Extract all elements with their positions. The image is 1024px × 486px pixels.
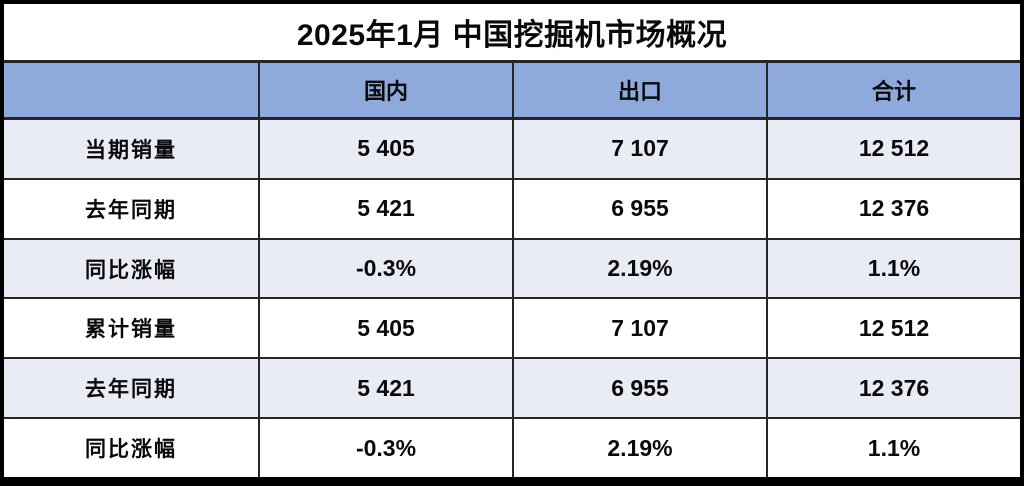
value-cell-export: 6 955 [512,179,766,238]
value-cell-total: 12 512 [766,120,1020,178]
row-label-cell: 同比涨幅 [85,258,177,282]
value-cell-total: 12 376 [766,359,1020,418]
value-cell-total: 12 512 [766,299,1020,358]
row-label-cell: 累计销量 [85,318,177,342]
table-title-row: 2025年1月 中国挖掘机市场概况 [4,4,1020,60]
row-label-cell: 当期销量 [85,138,177,162]
value-cell-domestic: -0.3% [258,419,512,477]
row-yoy-change-1: 同比涨幅 -0.3% 2.19% 1.1% [4,237,1020,298]
page-title: 2025年1月 中国挖掘机市场概况 [296,19,728,52]
value-cell-export: 7 107 [512,120,766,178]
value-cell-export: 6 955 [512,359,766,418]
table-header-row: 国内 出口 合计 [4,60,1020,118]
row-last-year-same-period-2: 去年同期 5 421 6 955 12 376 [4,357,1020,418]
value-cell-export: 2.19% [512,239,766,298]
row-yoy-change-2: 同比涨幅 -0.3% 2.19% 1.1% [4,417,1020,477]
header-cell-total: 合计 [766,63,1020,117]
value-cell-domestic: 5 405 [258,120,512,178]
row-last-year-same-period-1: 去年同期 5 421 6 955 12 376 [4,177,1020,238]
value-cell-domestic: 5 405 [258,299,512,358]
row-label-cell: 去年同期 [85,198,177,222]
value-cell-export: 2.19% [512,419,766,477]
header-cell-empty [4,63,258,117]
row-label-cell: 同比涨幅 [85,438,177,462]
value-cell-total: 1.1% [766,239,1020,298]
row-current-period-sales: 当期销量 5 405 7 107 12 512 [4,118,1020,178]
value-cell-total: 12 376 [766,179,1020,238]
value-cell-domestic: -0.3% [258,239,512,298]
row-cumulative-sales: 累计销量 5 405 7 107 12 512 [4,297,1020,358]
header-cell-export: 出口 [512,63,766,117]
value-cell-domestic: 5 421 [258,179,512,238]
value-cell-export: 7 107 [512,299,766,358]
value-cell-total: 1.1% [766,419,1020,477]
header-cell-domestic: 国内 [258,63,512,117]
row-label-cell: 去年同期 [85,378,177,402]
value-cell-domestic: 5 421 [258,359,512,418]
